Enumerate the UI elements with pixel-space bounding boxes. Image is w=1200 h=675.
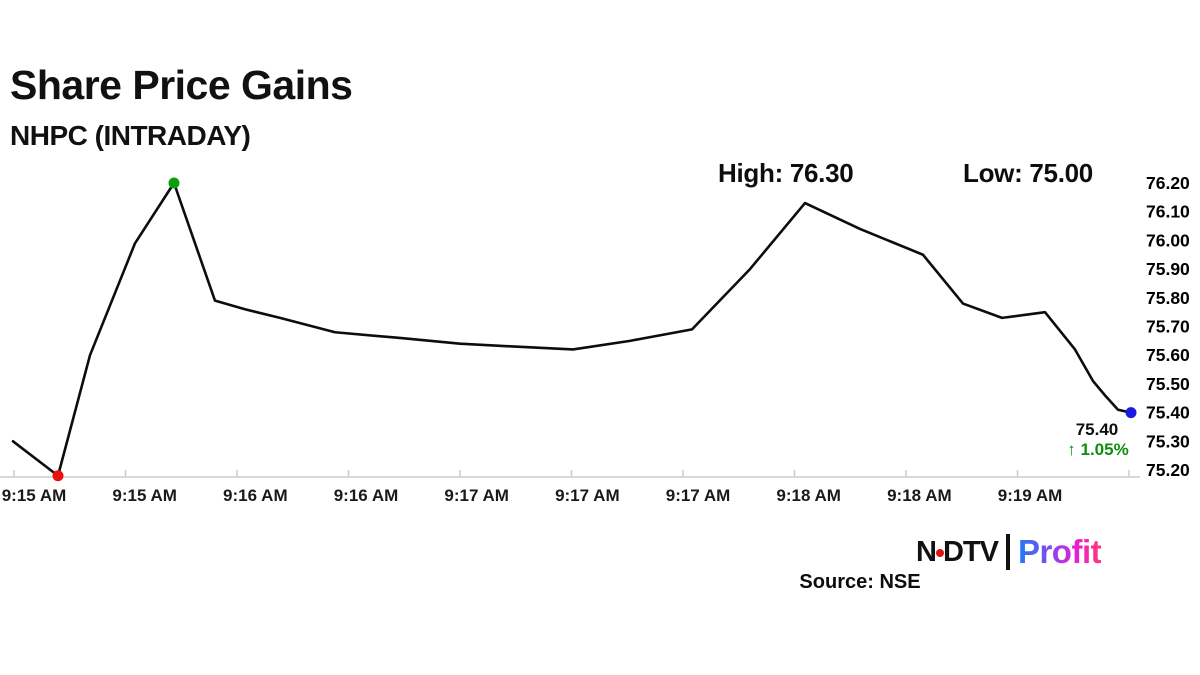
ndtv-logo: N DTV: [916, 535, 999, 569]
svg-text:9:19 AM: 9:19 AM: [998, 486, 1063, 505]
high-marker: [168, 177, 180, 189]
svg-text:75.40: 75.40: [1146, 403, 1190, 423]
high-value-label: High: 76.30: [718, 158, 854, 188]
svg-text:9:16 AM: 9:16 AM: [334, 486, 399, 505]
page-subtitle: NHPC (INTRADAY): [10, 120, 251, 151]
svg-text:75.20: 75.20: [1146, 460, 1190, 480]
low-marker: [52, 470, 64, 482]
svg-text:9:18 AM: 9:18 AM: [887, 486, 952, 505]
ndtv-logo-n: N: [916, 535, 937, 568]
source-label: Source: NSE: [799, 571, 921, 593]
svg-text:75.50: 75.50: [1146, 374, 1190, 394]
page-title: Share Price Gains: [10, 62, 353, 108]
logo-separator: [1005, 534, 1010, 570]
ndtv-logo-dtv: DTV: [942, 535, 999, 568]
svg-text:76.00: 76.00: [1146, 230, 1190, 250]
svg-text:76.10: 76.10: [1146, 202, 1190, 222]
svg-text:9:17 AM: 9:17 AM: [666, 486, 731, 505]
svg-text:9:15 AM: 9:15 AM: [112, 486, 177, 505]
change-percent-label: ↑ 1.05%: [1067, 440, 1129, 459]
svg-text:76.20: 76.20: [1146, 173, 1190, 193]
svg-text:9:15 AM: 9:15 AM: [2, 486, 67, 505]
svg-text:75.70: 75.70: [1146, 317, 1190, 337]
svg-text:9:17 AM: 9:17 AM: [555, 486, 620, 505]
brand-logo: N DTV Profit: [916, 531, 1102, 573]
svg-text:75.30: 75.30: [1146, 431, 1190, 451]
svg-text:75.80: 75.80: [1146, 288, 1190, 308]
svg-text:9:17 AM: 9:17 AM: [444, 486, 509, 505]
ndtv-red-dot-icon: [935, 549, 944, 557]
svg-text:9:16 AM: 9:16 AM: [223, 486, 288, 505]
profit-logo: Profit: [1017, 533, 1102, 570]
low-value-label: Low: 75.00: [963, 158, 1093, 188]
last-price-label: 75.40: [1075, 420, 1119, 439]
svg-text:9:18 AM: 9:18 AM: [776, 486, 841, 505]
svg-text:75.60: 75.60: [1146, 345, 1190, 365]
svg-text:75.90: 75.90: [1146, 259, 1190, 279]
last-marker: [1125, 407, 1137, 419]
